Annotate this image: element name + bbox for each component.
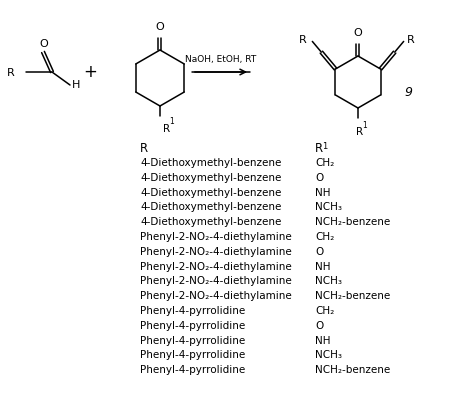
Text: 4-Diethoxymethyl-benzene: 4-Diethoxymethyl-benzene (140, 217, 282, 227)
Text: O: O (315, 321, 323, 331)
Text: O: O (315, 247, 323, 257)
Text: R: R (407, 36, 414, 45)
Text: NCH₃: NCH₃ (315, 276, 342, 286)
Text: 4-Diethoxymethyl-benzene: 4-Diethoxymethyl-benzene (140, 158, 282, 168)
Text: 4-Diethoxymethyl-benzene: 4-Diethoxymethyl-benzene (140, 202, 282, 213)
Text: R: R (315, 141, 323, 154)
Text: 1: 1 (170, 117, 174, 126)
Text: Phenyl-4-pyrrolidine: Phenyl-4-pyrrolidine (140, 321, 245, 331)
Text: NCH₂-benzene: NCH₂-benzene (315, 365, 390, 375)
Text: Phenyl-4-pyrrolidine: Phenyl-4-pyrrolidine (140, 350, 245, 360)
Text: 1: 1 (363, 120, 367, 130)
Text: NCH₂-benzene: NCH₂-benzene (315, 291, 390, 301)
Text: Phenyl-4-pyrrolidine: Phenyl-4-pyrrolidine (140, 336, 245, 346)
Text: O: O (315, 173, 323, 183)
Text: Phenyl-4-pyrrolidine: Phenyl-4-pyrrolidine (140, 306, 245, 316)
Text: CH₂: CH₂ (315, 306, 334, 316)
Text: Phenyl-2-NO₂-4-diethylamine: Phenyl-2-NO₂-4-diethylamine (140, 261, 292, 272)
Text: NaOH, EtOH, RT: NaOH, EtOH, RT (185, 55, 256, 64)
Text: H: H (72, 80, 81, 90)
Text: R: R (356, 127, 363, 137)
Text: CH₂: CH₂ (315, 158, 334, 168)
Text: NH: NH (315, 261, 330, 272)
Text: NH: NH (315, 336, 330, 346)
Text: O: O (354, 28, 363, 38)
Text: Phenyl-2-NO₂-4-diethylamine: Phenyl-2-NO₂-4-diethylamine (140, 232, 292, 242)
Text: O: O (39, 39, 48, 49)
Text: Phenyl-2-NO₂-4-diethylamine: Phenyl-2-NO₂-4-diethylamine (140, 291, 292, 301)
Text: NCH₃: NCH₃ (315, 202, 342, 213)
Text: 4-Diethoxymethyl-benzene: 4-Diethoxymethyl-benzene (140, 173, 282, 183)
Text: Phenyl-2-NO₂-4-diethylamine: Phenyl-2-NO₂-4-diethylamine (140, 247, 292, 257)
Text: R: R (7, 68, 15, 78)
Text: R: R (299, 36, 306, 45)
Text: 9: 9 (404, 85, 412, 98)
Text: Phenyl-4-pyrrolidine: Phenyl-4-pyrrolidine (140, 365, 245, 375)
Text: NH: NH (315, 188, 330, 198)
Text: +: + (83, 63, 97, 81)
Text: NCH₂-benzene: NCH₂-benzene (315, 217, 390, 227)
Text: 4-Diethoxymethyl-benzene: 4-Diethoxymethyl-benzene (140, 188, 282, 198)
Text: 1: 1 (322, 142, 328, 151)
Text: R: R (140, 141, 148, 154)
Text: O: O (155, 22, 164, 32)
Text: CH₂: CH₂ (315, 232, 334, 242)
Text: R: R (163, 124, 170, 134)
Text: NCH₃: NCH₃ (315, 350, 342, 360)
Text: Phenyl-2-NO₂-4-diethylamine: Phenyl-2-NO₂-4-diethylamine (140, 276, 292, 286)
